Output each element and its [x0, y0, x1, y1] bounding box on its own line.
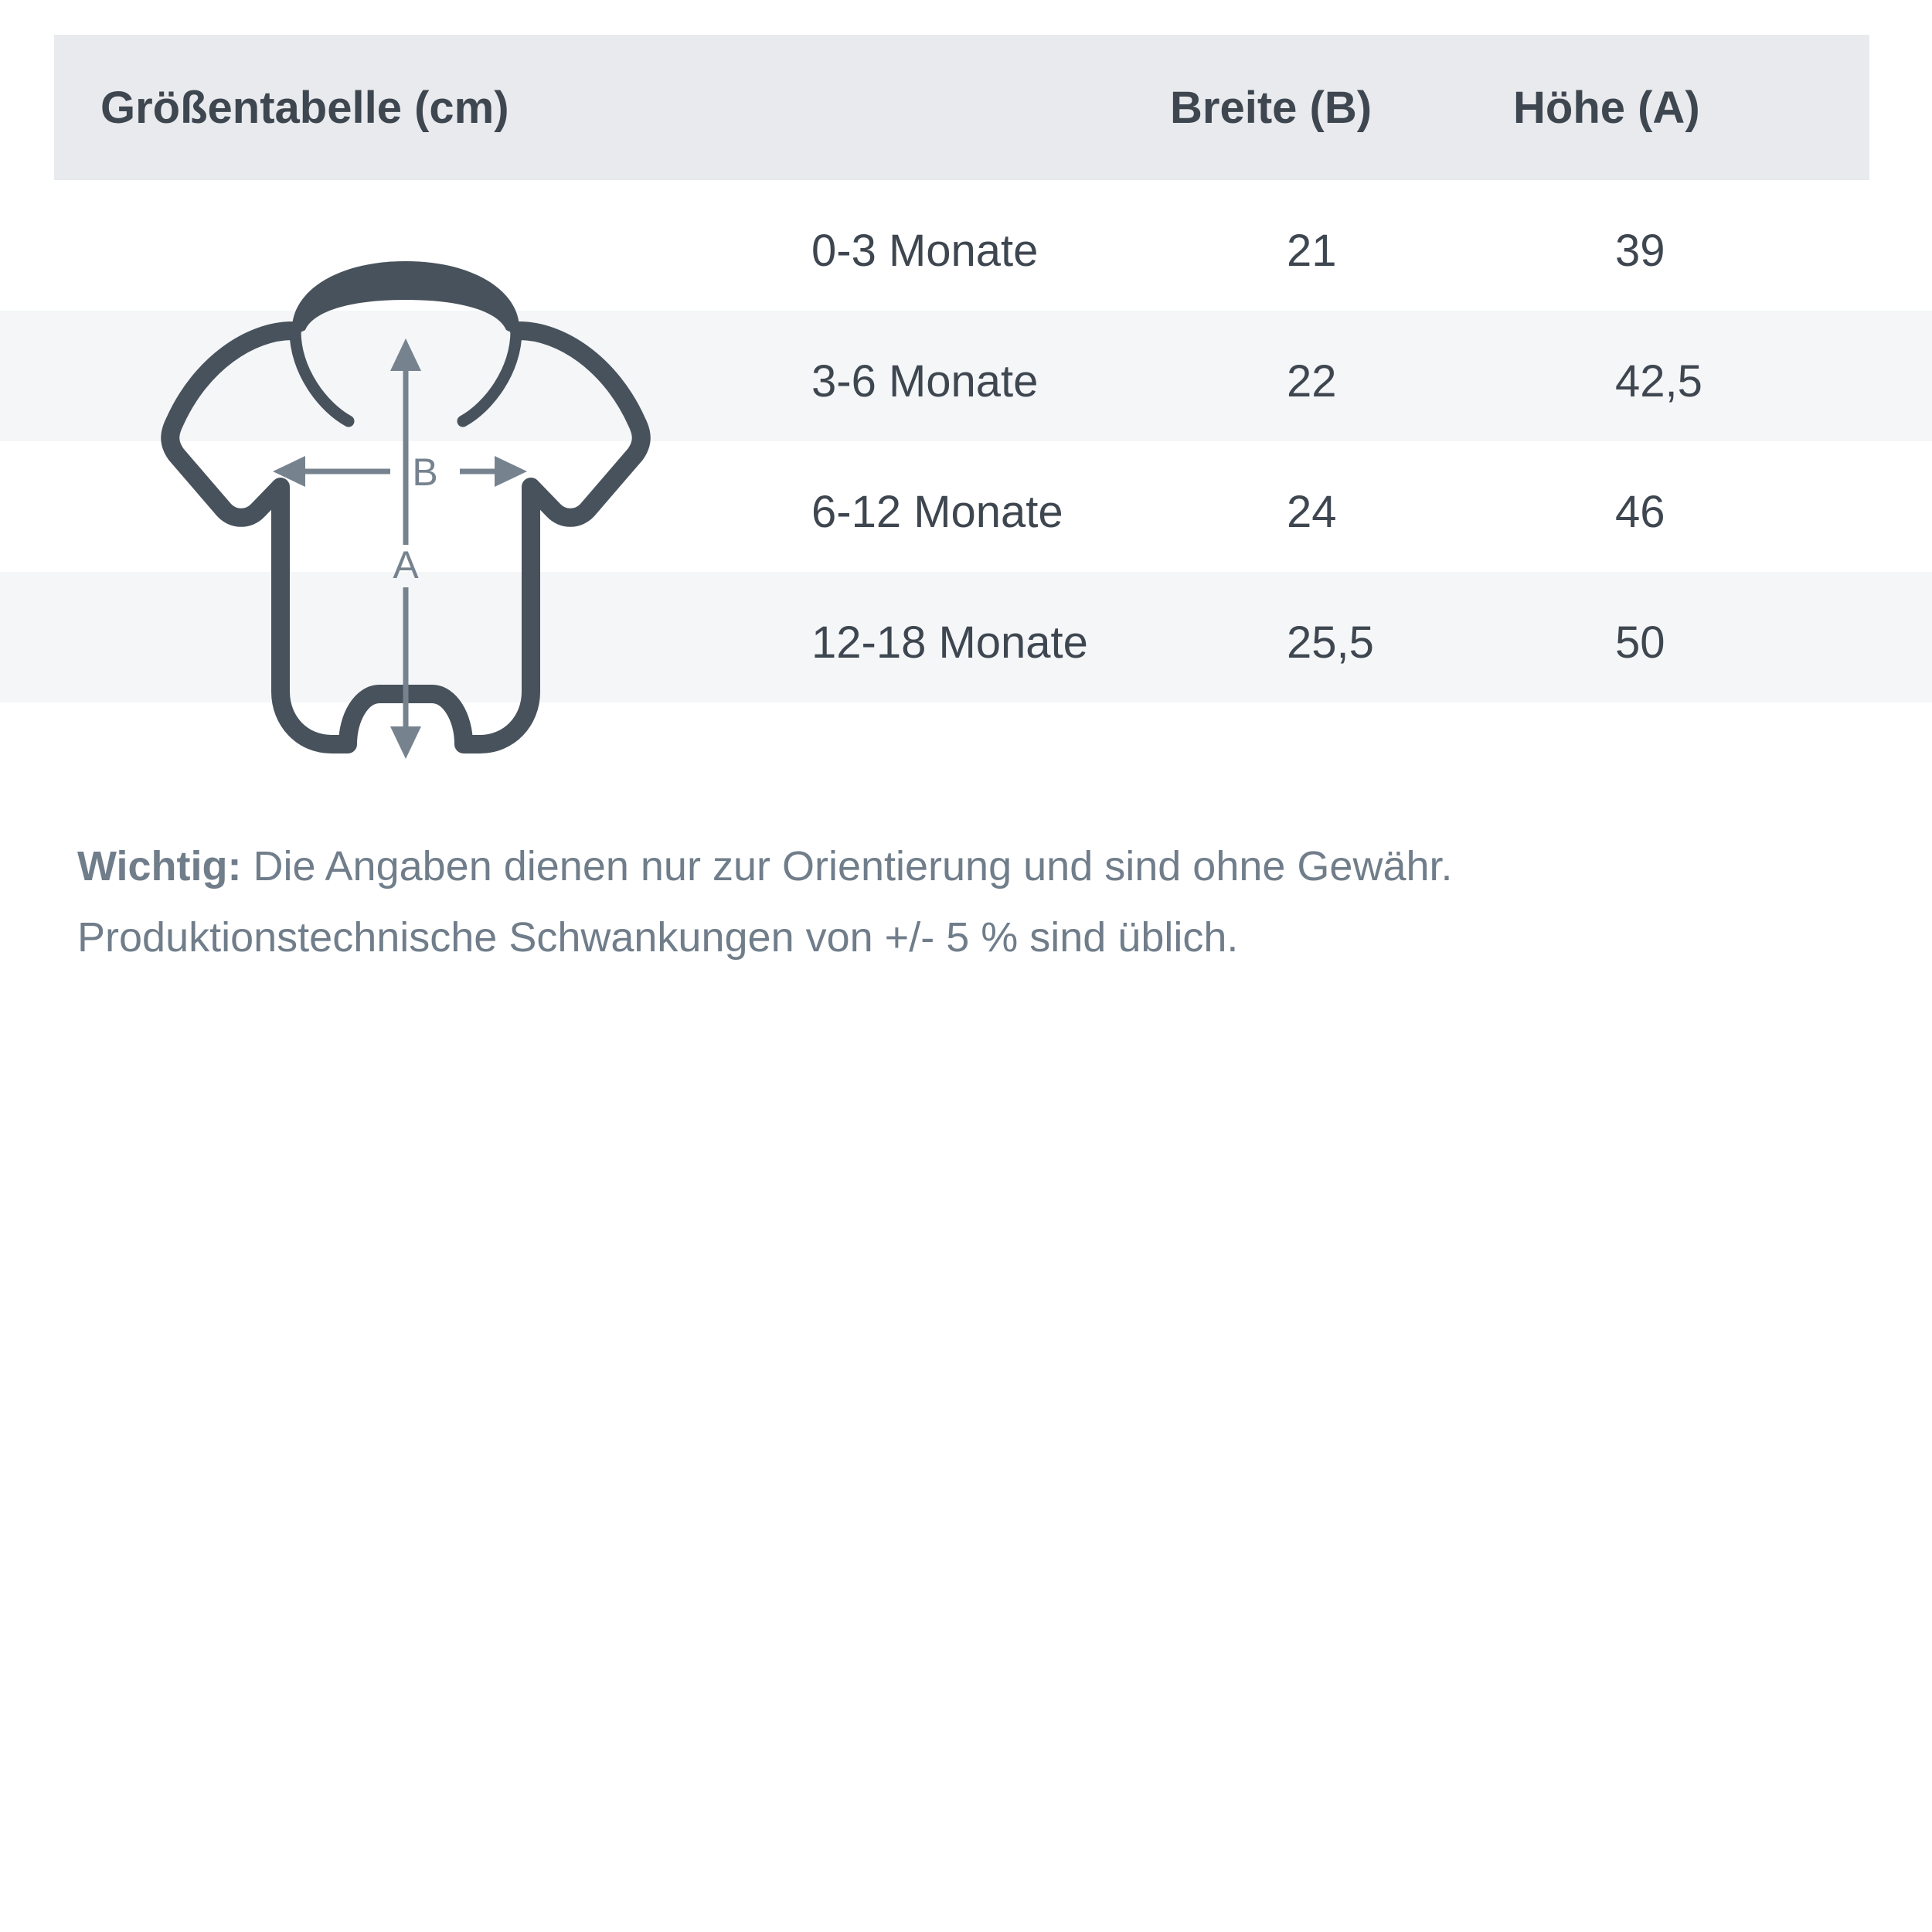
- svg-text:A: A: [393, 543, 419, 587]
- svg-text:B: B: [412, 451, 437, 494]
